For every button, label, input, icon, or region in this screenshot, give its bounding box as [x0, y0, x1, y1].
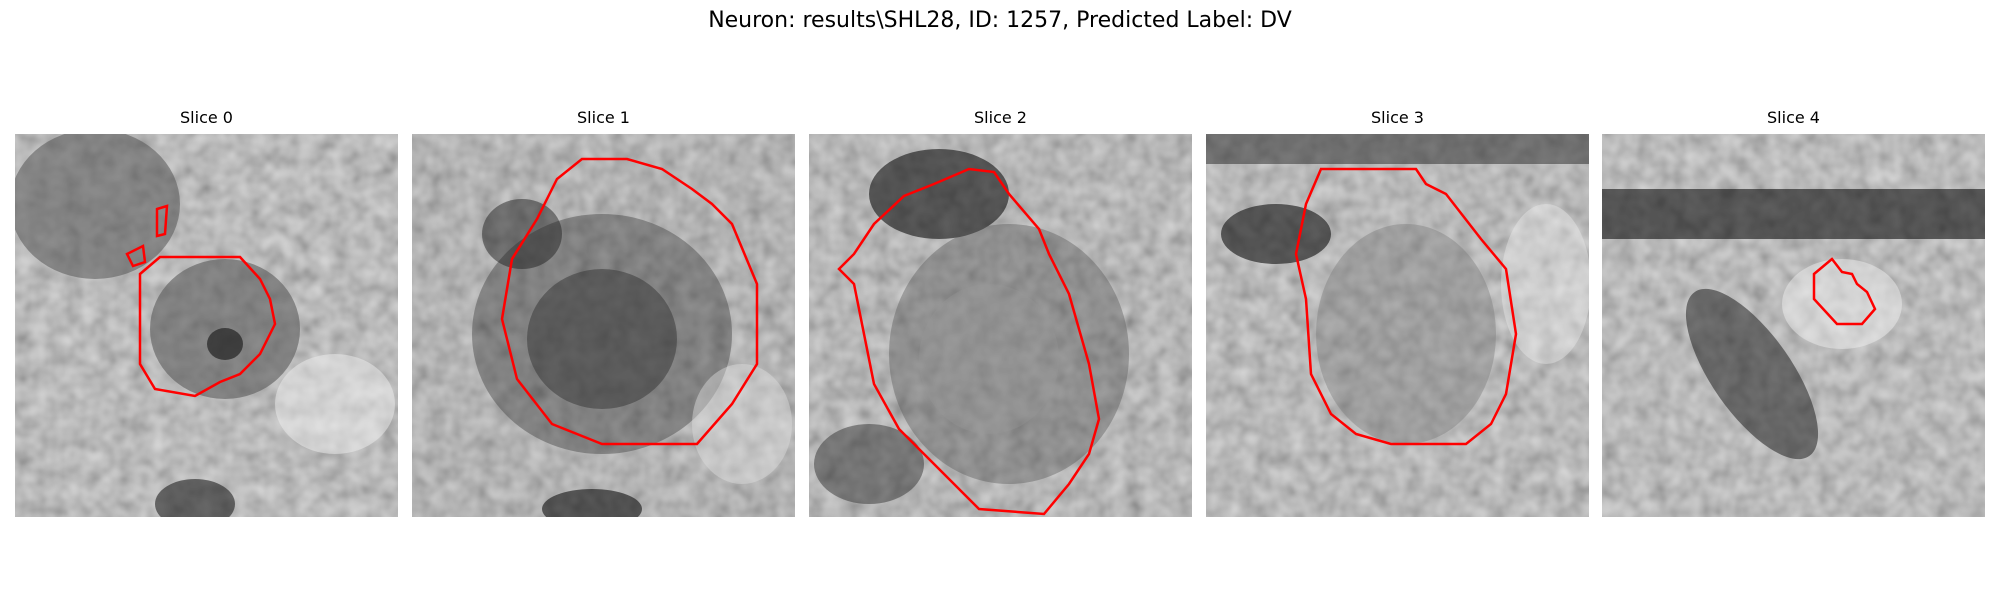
slice-title-0: Slice 0 [180, 108, 233, 127]
contour-3 [1294, 167, 1518, 446]
contour-0 [138, 255, 277, 398]
slice-title-3: Slice 3 [1371, 108, 1424, 127]
slice-image-4 [1602, 134, 1985, 517]
contour-2 [837, 167, 1101, 516]
slice-image-3 [1206, 134, 1589, 517]
contour-1 [500, 157, 759, 446]
slice-title-2: Slice 2 [974, 108, 1027, 127]
slice-title-4: Slice 4 [1767, 108, 1820, 127]
figure-title: Neuron: results\SHL28, ID: 1257, Predict… [708, 8, 1292, 33]
contour-4 [1812, 257, 1877, 326]
slice-image-1 [412, 134, 795, 517]
slice-title-1: Slice 1 [577, 108, 630, 127]
slice-image-2 [809, 134, 1192, 517]
slice-image-0 [15, 134, 398, 517]
